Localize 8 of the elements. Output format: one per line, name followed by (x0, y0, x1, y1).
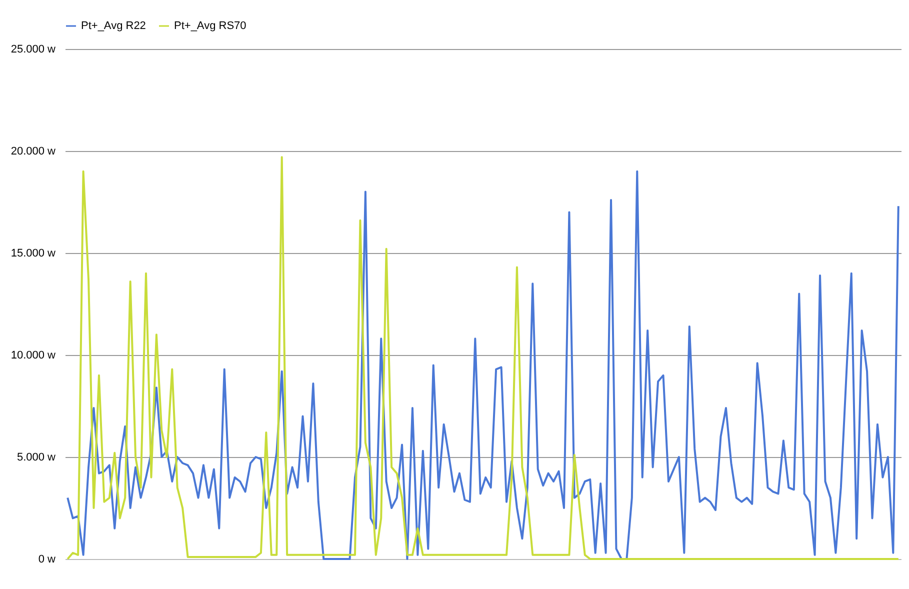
y-tick-label: 5.000 w (16, 452, 56, 464)
y-tick-label: 15.000 w (10, 248, 56, 260)
legend-label: Pt+_Avg R22 (81, 20, 146, 32)
y-tick-label: 10.000 w (10, 350, 56, 362)
y-tick-label: 0 w (38, 554, 56, 566)
legend-label: Pt+_Avg RS70 (174, 20, 246, 32)
y-tick-label: 20.000 w (10, 146, 56, 158)
y-tick-label: 25.000 w (10, 44, 56, 56)
